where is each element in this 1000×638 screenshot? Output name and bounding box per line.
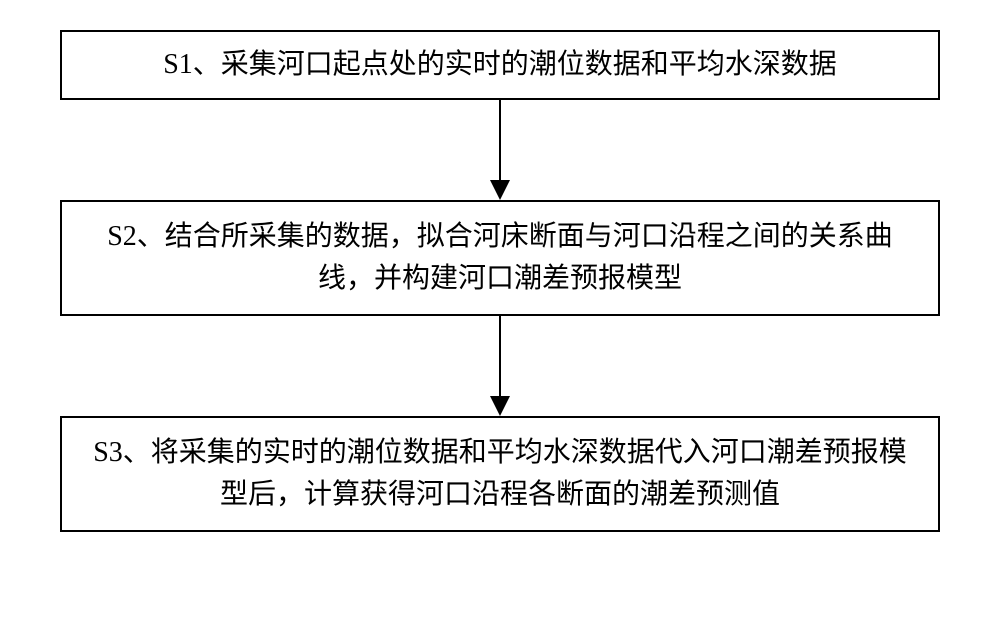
arrow-s2-s3	[490, 316, 510, 416]
flowchart-container: S1、采集河口起点处的实时的潮位数据和平均水深数据 S2、结合所采集的数据，拟合…	[60, 30, 940, 532]
arrow-line	[499, 100, 501, 180]
arrow-head	[490, 180, 510, 200]
step-s1-text: S1、采集河口起点处的实时的潮位数据和平均水深数据	[143, 34, 857, 96]
arrow-s1-s2	[490, 100, 510, 200]
arrow-line	[499, 316, 501, 396]
arrow-head	[490, 396, 510, 416]
flowchart-step-s3: S3、将采集的实时的潮位数据和平均水深数据代入河口潮差预报模型后，计算获得河口沿…	[60, 416, 940, 532]
flowchart-step-s1: S1、采集河口起点处的实时的潮位数据和平均水深数据	[60, 30, 940, 100]
flowchart-step-s2: S2、结合所采集的数据，拟合河床断面与河口沿程之间的关系曲线，并构建河口潮差预报…	[60, 200, 940, 316]
step-s3-text: S3、将采集的实时的潮位数据和平均水深数据代入河口潮差预报模型后，计算获得河口沿…	[62, 422, 938, 526]
step-s2-text: S2、结合所采集的数据，拟合河床断面与河口沿程之间的关系曲线，并构建河口潮差预报…	[62, 206, 938, 310]
